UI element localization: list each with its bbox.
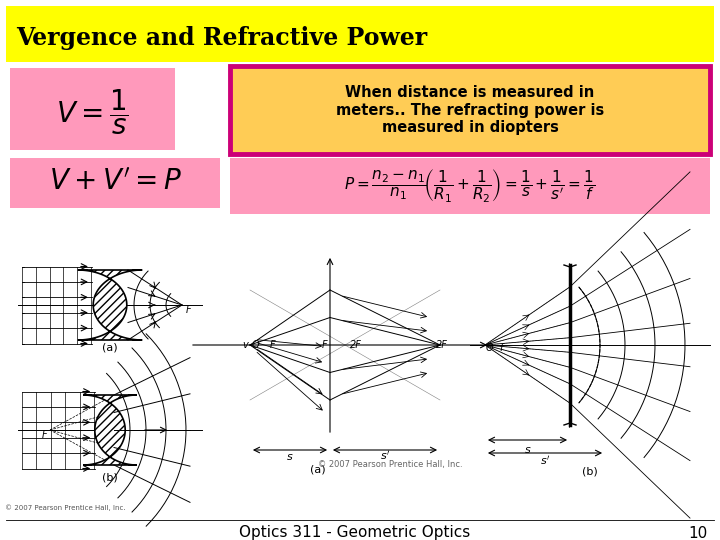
PathPatch shape <box>78 270 142 340</box>
Text: © 2007 Pearson Prentice Hall, Inc.: © 2007 Pearson Prentice Hall, Inc. <box>5 505 125 511</box>
Text: (a): (a) <box>102 342 118 353</box>
Text: When distance is measured in
meters.. The refracting power is
measured in diopte: When distance is measured in meters.. Th… <box>336 85 604 135</box>
FancyBboxPatch shape <box>230 66 710 154</box>
Text: (b): (b) <box>102 472 118 482</box>
Text: $s$: $s$ <box>523 445 531 455</box>
Text: $s$: $s$ <box>287 452 294 462</box>
Text: Optics 311 - Geometric Optics: Optics 311 - Geometric Optics <box>239 525 471 540</box>
Text: 2F: 2F <box>350 340 362 350</box>
Text: (a): (a) <box>310 465 326 475</box>
Text: Vergence and Refractive Power: Vergence and Refractive Power <box>16 26 427 50</box>
Text: $s'$: $s'$ <box>380 449 390 462</box>
Text: $\mathit{V} + \mathit{V'} = \mathit{P}$: $\mathit{V} + \mathit{V'} = \mathit{P}$ <box>48 168 181 195</box>
Text: F: F <box>270 340 276 350</box>
Text: F: F <box>42 430 48 440</box>
Text: $s'$: $s'$ <box>540 454 550 467</box>
Text: F: F <box>186 305 192 315</box>
Text: (b): (b) <box>582 467 598 477</box>
Text: © 2007 Pearson Prentice Hall, Inc.: © 2007 Pearson Prentice Hall, Inc. <box>318 461 462 469</box>
Text: v: v <box>242 340 248 350</box>
PathPatch shape <box>84 395 137 465</box>
FancyBboxPatch shape <box>10 68 175 150</box>
Text: 10: 10 <box>688 525 708 540</box>
Text: O: O <box>252 340 260 350</box>
Text: $\mathit{V} = \dfrac{1}{s}$: $\mathit{V} = \dfrac{1}{s}$ <box>55 87 128 137</box>
Text: F: F <box>322 340 328 350</box>
Text: 2F: 2F <box>436 340 448 350</box>
FancyBboxPatch shape <box>10 158 220 208</box>
Text: $P = \dfrac{n_2 - n_1}{n_1}\!\left(\dfrac{1}{R_1} + \dfrac{1}{R_2}\right) = \dfr: $P = \dfrac{n_2 - n_1}{n_1}\!\left(\dfra… <box>344 166 595 204</box>
Text: O: O <box>486 343 494 353</box>
FancyBboxPatch shape <box>6 6 714 62</box>
Text: f: f <box>499 343 503 353</box>
FancyBboxPatch shape <box>230 158 710 214</box>
